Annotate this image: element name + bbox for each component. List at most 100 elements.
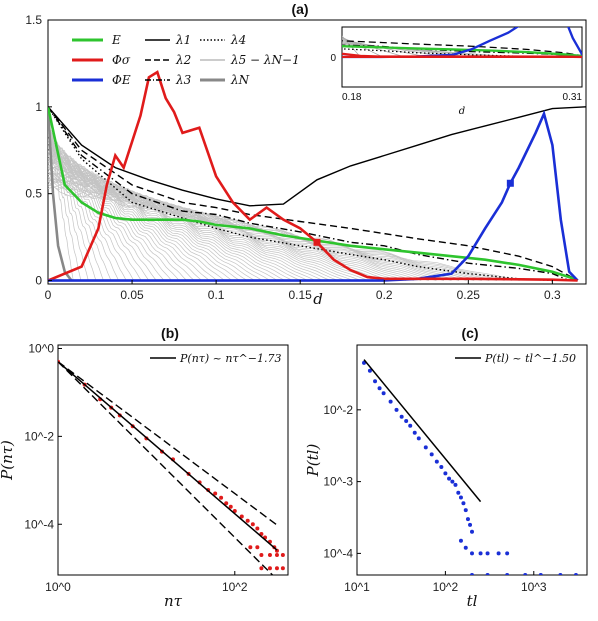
inset-series-λ2 <box>342 40 582 57</box>
lambda-bundle-curve <box>48 119 89 281</box>
panel-b-point <box>213 491 218 496</box>
panel-b-point <box>274 552 279 557</box>
panel-c-point <box>453 482 458 487</box>
panel-b-series <box>58 359 285 575</box>
panel-c-point <box>456 490 461 495</box>
ytick-label: 1 <box>35 100 42 114</box>
series-λ2 <box>48 106 578 282</box>
panel-c-ytick-label: 10^-4 <box>323 546 353 560</box>
lambda-bundle-curve <box>48 140 233 281</box>
panel-c-point <box>399 414 404 419</box>
inset-series-λ3 <box>342 44 582 58</box>
xtick-label: 0 <box>45 288 52 302</box>
legend-label-lambda4: λ4 <box>230 33 246 47</box>
panel-c-fit-line <box>363 359 482 503</box>
panel-c-point <box>404 418 409 423</box>
panel-c-axes <box>356 344 588 576</box>
legend-label-lambdaN: λN <box>230 73 250 87</box>
panel-b-point <box>239 514 244 519</box>
panel-c-xtick-label: 10^1 <box>344 580 370 594</box>
ytick-label: 0 <box>35 274 42 288</box>
lambda-bundle-curve <box>48 145 271 281</box>
panel-c-point <box>463 545 468 550</box>
panel-c-point <box>505 551 510 556</box>
panel-c-series <box>361 359 578 575</box>
panel-c-point <box>465 517 470 522</box>
panel-c-point <box>443 471 448 476</box>
panel-c-point <box>373 379 378 384</box>
inset-xlabel: d <box>459 106 465 117</box>
panel-b-point <box>259 566 264 571</box>
lambda-bundle-curve <box>48 177 513 281</box>
xtick-label: 0.05 <box>120 288 144 302</box>
panel-c-point <box>458 538 463 543</box>
panel-b-bound-line <box>58 361 278 526</box>
panel-c-ylabel: P(tl) <box>304 444 322 478</box>
panel-c-point <box>381 391 386 396</box>
panel-a-inset: 0 0.18 0.31 d <box>330 26 583 117</box>
panel-b-point <box>280 552 285 557</box>
panel-b-point <box>219 495 224 500</box>
panel-b-ytick-label: 10^-2 <box>24 429 54 443</box>
panel-c-point <box>377 386 382 391</box>
panel-b-bound-line <box>58 361 274 575</box>
panel-b-point <box>248 545 253 550</box>
panel-c-point <box>447 476 452 481</box>
panel-c-point <box>538 573 543 575</box>
panel-c-point <box>478 551 483 556</box>
panel-b-point <box>274 566 279 571</box>
legend-label-lambda2: λ2 <box>175 53 191 67</box>
panel-b-ytick-label: 10^-4 <box>24 517 54 531</box>
panel-c-point <box>470 551 474 556</box>
panel-c-ticks: 10^1 10^2 10^3 10^-2 10^-3 10^-4 <box>323 403 547 594</box>
panel-b-point <box>267 552 272 557</box>
panel-b-point <box>259 552 264 557</box>
panel-b-point <box>255 526 260 531</box>
panel-a-title: (a) <box>291 1 308 17</box>
panel-b-point <box>224 501 229 506</box>
inset-xtick-1: 0.31 <box>563 92 583 103</box>
panel-c-point <box>388 399 393 404</box>
panel-c-point <box>429 452 434 457</box>
panel-b-point <box>250 522 255 527</box>
panel-b: (b) 10^0 10^2 10^0 10^-2 10^-4 P(nτ) ~ nτ^−1… <box>0 325 289 610</box>
panel-c-point <box>505 573 510 575</box>
panel-a-ticks: 0 0.05 0.1 0.15 0.2 0.25 0.3 0 0.5 1 1.5 <box>25 13 561 302</box>
lambda-bundle-curve <box>48 140 218 281</box>
panel-c-point <box>461 501 466 506</box>
lambda-bundle-curve <box>48 181 482 281</box>
panel-c-point <box>523 573 528 575</box>
panel-c-xtick-label: 10^3 <box>521 580 547 594</box>
inset-series-E <box>342 45 582 58</box>
lambda-bundle-curve <box>48 172 452 281</box>
panel-c-ytick-label: 10^-3 <box>323 475 353 489</box>
panel-c-title: (c) <box>461 325 478 341</box>
panel-b-point <box>245 518 250 523</box>
panel-b-ytick-label: 10^0 <box>28 341 54 355</box>
panel-c-point <box>496 551 501 556</box>
panel-c-point <box>470 573 474 575</box>
panel-c-point <box>573 573 578 575</box>
lambda-bundle-curve <box>48 146 263 281</box>
panel-c-point <box>463 508 468 513</box>
panel-c: (c) 10^1 10^2 10^3 10^-2 10^-3 10^-4 P(tl) ~ … <box>304 325 588 610</box>
ytick-label: 1.5 <box>25 13 42 27</box>
panel-c-ytick-label: 10^-2 <box>323 403 353 417</box>
panel-b-legend-label: P(nτ) ~ nτ^−1.73 <box>179 352 281 365</box>
panel-c-point <box>485 551 490 556</box>
marker-Φσ <box>313 238 321 246</box>
panel-c-point <box>558 573 563 575</box>
xtick-label: 0.1 <box>208 288 225 302</box>
panel-a: (a) 0 0.05 0.1 0.15 0.2 0.25 0.3 0 0.5 1 1.5 d E Φ… <box>25 1 587 308</box>
panel-b-fit-line <box>58 361 278 551</box>
legend-label-phi-sigma: Φσ <box>112 53 131 67</box>
panel-b-point <box>267 566 272 571</box>
ytick-label: 0.5 <box>25 187 42 201</box>
lambda-bundle-curve <box>48 169 392 281</box>
panel-c-point <box>412 430 417 435</box>
panel-c-point <box>408 423 413 428</box>
panel-a-xlabel: d <box>313 290 323 308</box>
panel-a-legend: E Φσ ΦE λ1 λ2 λ3 λ4 λ5 − λN−1 λN <box>72 33 300 87</box>
legend-label-phi-e: ΦE <box>112 73 131 87</box>
series-λ4 <box>48 106 553 282</box>
